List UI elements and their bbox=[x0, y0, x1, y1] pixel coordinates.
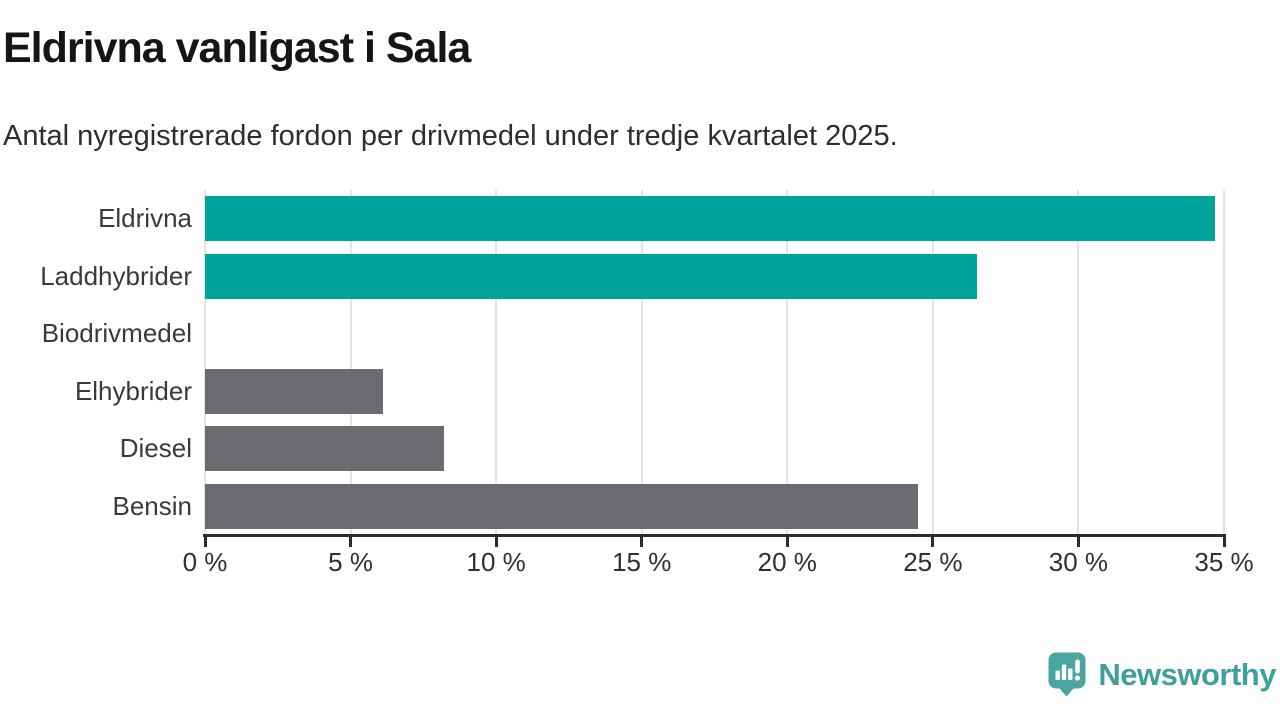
bar-bensin bbox=[205, 483, 919, 529]
axis-tick-0 bbox=[203, 534, 207, 547]
gridline-10 bbox=[495, 190, 498, 535]
x-tick-label-10: 10 % bbox=[466, 547, 526, 577]
newsworthy-chart-bubble-icon bbox=[1048, 652, 1086, 697]
category-axis: Eldrivna Laddhybrider Biodrivmedel Elhybrid… bbox=[0, 190, 192, 535]
category-label-biodrivmedel: Biodrivmedel bbox=[41, 318, 192, 348]
gridline-15 bbox=[640, 190, 643, 535]
newsworthy-logo: Newsworthy bbox=[1048, 652, 1276, 697]
gridline-5 bbox=[349, 190, 352, 535]
chart-subtitle: Antal nyregistrerade fordon per drivmede… bbox=[3, 120, 898, 152]
axis-tick-35 bbox=[1222, 534, 1226, 547]
category-label-diesel: Diesel bbox=[119, 433, 192, 463]
axis-tick-15 bbox=[640, 534, 644, 547]
category-label-laddhybrider: Laddhybrider bbox=[40, 260, 192, 291]
gridline-30 bbox=[1077, 190, 1080, 535]
plot-area bbox=[203, 190, 1226, 547]
x-tick-label-35: 35 % bbox=[1194, 547, 1254, 577]
category-label-bensin: Bensin bbox=[112, 490, 193, 521]
axis-tick-10 bbox=[494, 534, 498, 547]
x-tick-label-15: 15 % bbox=[612, 547, 672, 577]
gridline-25 bbox=[931, 190, 934, 535]
axis-tick-20 bbox=[785, 534, 789, 547]
axis-tick-25 bbox=[931, 534, 935, 547]
category-label-elhybrider: Elhybrider bbox=[74, 375, 192, 406]
gridline-35 bbox=[1223, 190, 1225, 535]
x-axis-line bbox=[203, 534, 1226, 537]
newsworthy-wordmark: Newsworthy bbox=[1098, 656, 1276, 692]
chart-title: Eldrivna vanligast i Sala bbox=[3, 24, 471, 72]
gridline-0 bbox=[204, 190, 206, 535]
bar-eldrivna bbox=[205, 196, 1216, 242]
x-tick-label-0: 0 % bbox=[182, 547, 228, 577]
bar-laddhybrider bbox=[205, 253, 977, 299]
x-tick-label-5: 5 % bbox=[328, 547, 373, 577]
bar-elhybrider bbox=[205, 368, 383, 414]
x-tick-label-30: 30 % bbox=[1048, 547, 1109, 577]
gridline-20 bbox=[786, 190, 789, 535]
axis-tick-30 bbox=[1076, 534, 1080, 547]
x-axis-tick-labels: 0 % 5 % 10 % 15 % 20 % 25 % 30 % 35 % bbox=[183, 547, 1254, 581]
x-tick-label-20: 20 % bbox=[757, 547, 817, 577]
bar-diesel bbox=[205, 426, 444, 472]
x-tick-label-25: 25 % bbox=[903, 547, 963, 577]
category-label-eldrivna: Eldrivna bbox=[98, 203, 192, 233]
bar-chart: Eldrivna vanligast i Sala Antal nyregist… bbox=[0, 24, 1254, 581]
axis-tick-5 bbox=[349, 534, 353, 547]
